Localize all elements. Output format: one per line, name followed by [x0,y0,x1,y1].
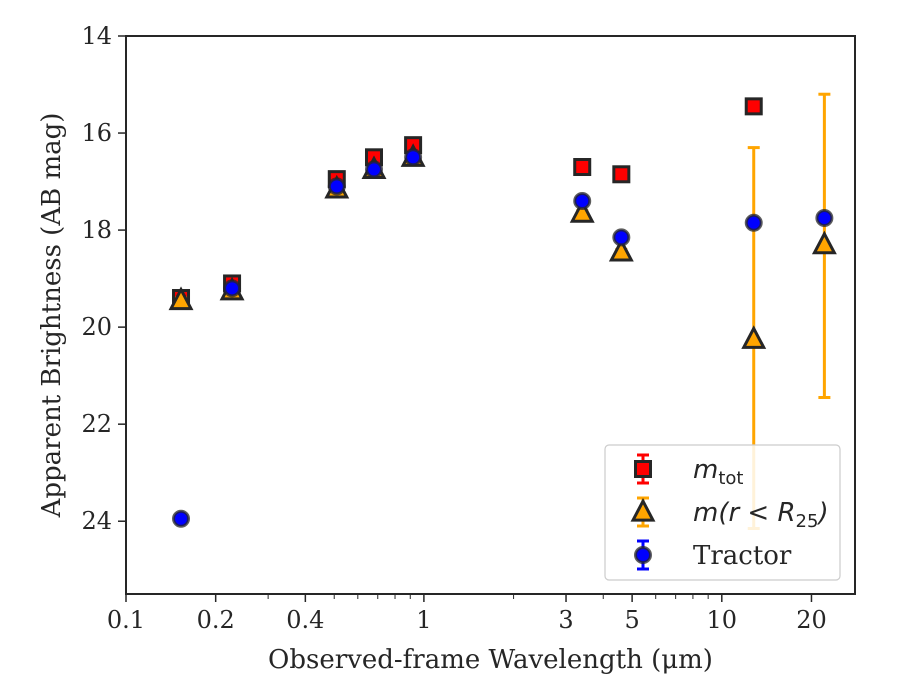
data-marks [168,92,837,530]
triangle-point [168,286,194,311]
square-point [612,165,631,184]
y-axis-label: Apparent Brightness (AB mag) [37,113,67,519]
triangle-point [811,230,837,255]
circle-point [404,148,423,167]
x-tick-label: 3 [558,606,573,634]
x-tick-label: 10 [707,606,738,634]
circle-point [744,213,763,232]
series-square [172,97,763,308]
y-tick-label: 14 [81,22,112,50]
y-axis: 14 16 18 20 22 24 [81,22,126,535]
x-axis: 0.1 0.2 0.4 1 3 5 10 20 [107,594,827,634]
triangle-point [741,325,767,349]
legend-label: m(r < R25) [693,498,829,532]
x-tick-label: 1 [416,606,431,634]
y-tick-label: 16 [81,119,112,147]
legend-marker-square [634,460,652,478]
circle-point [365,160,384,179]
y-tick-label: 24 [81,507,112,535]
x-tick-label: 0.4 [286,606,324,634]
square-point [573,158,592,177]
x-tick-label: 0.2 [197,606,235,634]
legend-box [604,444,841,581]
circle-point [172,509,191,528]
plot-area [125,35,856,595]
circle-point [573,191,592,210]
plot-border [125,35,856,595]
x-tick-label: 5 [624,606,639,634]
legend-entry: Tractor [634,539,792,571]
x-tick-label: 20 [796,606,827,634]
legend: mtot m(r < R25) Tractor [604,444,841,581]
triangle-point [569,199,595,223]
legend-entry: m(r < R25) [630,496,829,532]
circle-point [815,208,834,227]
legend-marker-circle [634,546,652,564]
y-tick-label: 22 [81,410,112,438]
circle-point [612,228,631,247]
legend-label: Tractor [693,541,792,571]
legend-marker-triangle [630,497,656,522]
circle-point [223,279,242,298]
x-tick-label: 0.1 [107,606,145,634]
legend-entry: mtot [634,453,743,489]
x-axis-label: Observed-frame Wavelength (μm) [268,645,713,675]
circle-point [327,177,346,196]
legend-label: mtot [693,455,743,489]
series-circle [172,148,834,528]
y-tick-label: 20 [81,313,112,341]
square-point [744,97,763,116]
triangle-point [608,237,634,262]
y-tick-label: 18 [81,216,112,244]
